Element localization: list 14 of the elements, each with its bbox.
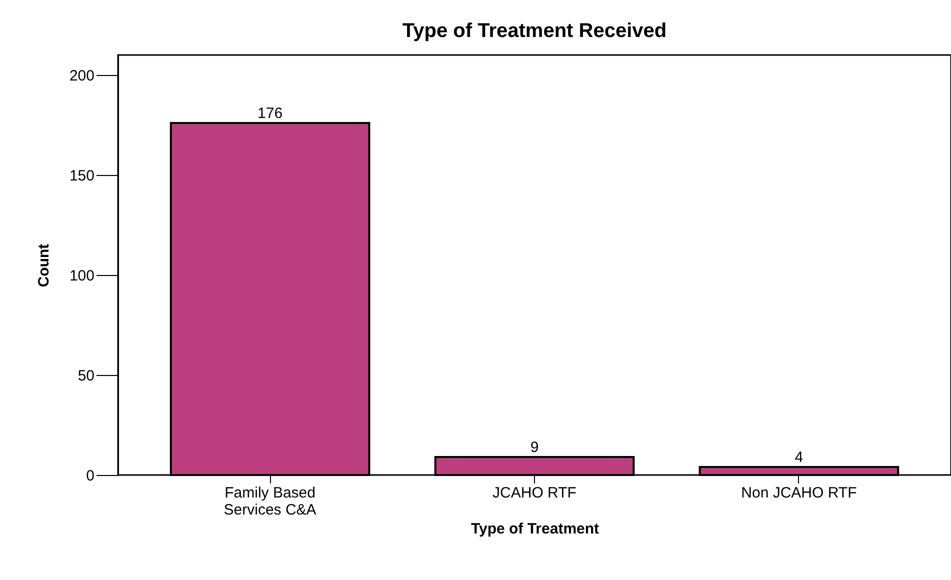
x-tick-label: Family Based Services C&A (224, 484, 316, 518)
chart-title: Type of Treatment Received (402, 20, 667, 42)
y-tick-label: 150 (69, 168, 94, 184)
data-label: 9 (530, 439, 539, 456)
y-tick-label: 50 (78, 368, 94, 384)
x-axis-title: Type of Treatment (470, 520, 600, 538)
y-tick-label: 0 (86, 468, 94, 484)
y-tick-label: 200 (69, 68, 94, 84)
y-tick-label: 100 (69, 268, 94, 284)
data-label: 4 (794, 449, 804, 466)
data-label: 176 (258, 105, 283, 122)
x-tick-label: JCAHO RTF (492, 484, 576, 502)
y-axis-title: Count (35, 244, 52, 288)
x-tick-label: Non JCAHO RTF (741, 484, 857, 502)
